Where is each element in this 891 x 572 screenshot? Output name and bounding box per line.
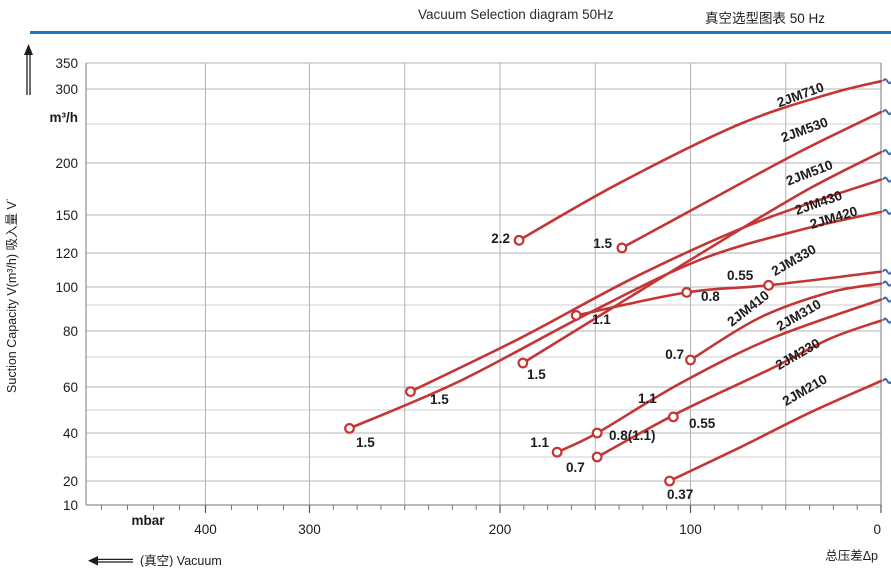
power-label-10: 0.8(1.1) (609, 428, 656, 443)
model-label-2JM230: 2JM230 (773, 335, 823, 372)
power-marker-11 (593, 453, 602, 462)
y-tick-label-200: 200 (55, 156, 78, 171)
power-label-3: 1.5 (430, 392, 449, 407)
power-label-1: 1.5 (593, 236, 612, 251)
power-marker-4 (345, 424, 354, 433)
page-title-english: Vacuum Selection diagram 50Hz (418, 7, 614, 22)
power-marker-9 (553, 448, 562, 457)
power-marker-13 (669, 413, 678, 422)
power-marker-6 (682, 288, 691, 297)
power-label-7: 0.55 (727, 268, 754, 283)
y-tick-label-80: 80 (63, 324, 78, 339)
gridlines-layer (86, 63, 881, 505)
y-axis-unit-label: m³/h (50, 110, 79, 125)
model-label-2JM710: 2JM710 (775, 79, 826, 110)
curve-continues-mark-2JM420 (883, 210, 891, 214)
curve-2JM530 (622, 112, 881, 248)
y-tick-label-100: 100 (55, 280, 78, 295)
power-marker-7 (764, 281, 773, 290)
x-tick-label-200: 200 (489, 522, 512, 537)
y-tick-label-40: 40 (63, 426, 78, 441)
y-tick-label-150: 150 (55, 208, 78, 223)
power-marker-1 (618, 244, 627, 253)
header-divider-rule (30, 31, 891, 34)
y-axis-arrow-icon (24, 44, 33, 95)
curve-continues-mark-2JM530 (883, 110, 891, 114)
x-axis-delta-p-label: 总压差Δp (825, 549, 878, 563)
model-label-2JM210: 2JM210 (780, 371, 830, 408)
power-label-0: 2.2 (491, 231, 510, 246)
power-marker-8 (686, 356, 695, 365)
power-marker-12 (665, 477, 674, 486)
x-tick-label-0: 0 (873, 522, 881, 537)
curve-continues-mark-2JM330 (883, 270, 891, 274)
power-marker-0 (515, 236, 524, 245)
curve-continues-mark-2JM210 (883, 379, 891, 383)
power-marker-3 (406, 387, 415, 396)
curve-2JM210 (670, 381, 882, 481)
curve-continues-mark-2JM430 (883, 178, 891, 182)
y-tick-label-60: 60 (63, 380, 78, 395)
y-tick-label-20: 20 (63, 474, 78, 489)
curve-continues-mark-2JM410 (883, 282, 891, 286)
power-label-12: 0.37 (667, 487, 693, 502)
model-label-2JM510: 2JM510 (784, 157, 835, 188)
model-label-2JM330: 2JM330 (769, 241, 819, 278)
power-label-6: 0.8 (701, 289, 720, 304)
power-label-14: 1.1 (638, 391, 657, 406)
power-label-4: 1.5 (356, 435, 375, 450)
power-label-13: 0.55 (689, 416, 716, 431)
x-axis-unit-label: mbar (131, 513, 165, 528)
x-tick-label-400: 400 (194, 522, 217, 537)
y-tick-label-10: 10 (63, 498, 78, 513)
power-marker-2 (519, 359, 528, 368)
power-label-8: 0.7 (665, 347, 684, 362)
page-title-chinese: 真空选型图表 50 Hz (705, 7, 825, 27)
power-marker-5 (572, 311, 581, 320)
curve-continues-mark-2JM310 (883, 298, 891, 302)
x-tick-label-300: 300 (298, 522, 321, 537)
y-tick-label-300: 300 (55, 82, 78, 97)
power-label-5: 1.1 (592, 312, 611, 327)
x-tick-label-100: 100 (679, 522, 702, 537)
x-axis-vacuum-label: (真空) Vacuum (140, 554, 222, 567)
power-label-2: 1.5 (527, 367, 546, 382)
vacuum-direction-arrow-icon (88, 556, 133, 566)
y-tick-label-350: 350 (55, 56, 78, 71)
y-tick-label-120: 120 (55, 246, 78, 261)
curve-continues-mark-2JM230 (883, 319, 891, 323)
power-marker-10 (593, 429, 602, 438)
y-axis-title: Suction Capacity V(m³/h) 吸入量 V˙ (5, 197, 19, 393)
pump-curves-layer (350, 79, 891, 481)
power-label-11: 0.7 (566, 460, 585, 475)
curve-continues-mark-2JM710 (883, 79, 891, 83)
curve-continues-mark-2JM510 (883, 150, 891, 154)
power-label-9: 1.1 (530, 435, 549, 450)
